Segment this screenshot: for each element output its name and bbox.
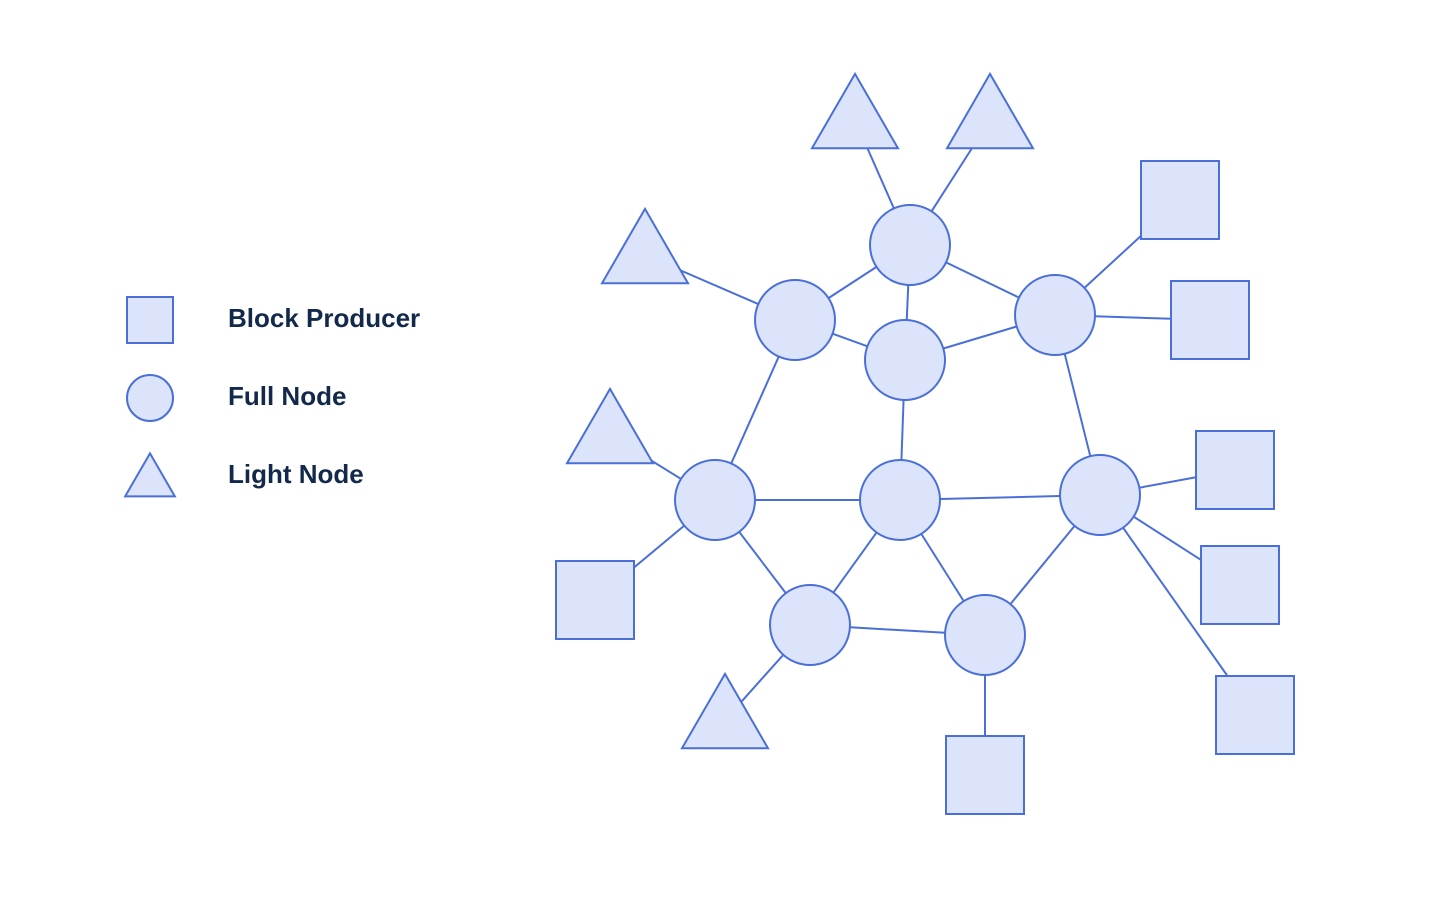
full-node xyxy=(870,205,950,285)
legend-label: Full Node xyxy=(228,381,346,411)
block-producer-node xyxy=(1196,431,1274,509)
full-node xyxy=(860,460,940,540)
full-node xyxy=(755,280,835,360)
full-node xyxy=(1015,275,1095,355)
block-producer-node xyxy=(1141,161,1219,239)
full-node xyxy=(675,460,755,540)
block-producer-node xyxy=(1201,546,1279,624)
full-node xyxy=(770,585,850,665)
block-producer-node xyxy=(556,561,634,639)
block-producer-node xyxy=(1171,281,1249,359)
legend-circle-icon xyxy=(127,375,173,421)
legend-label: Block Producer xyxy=(228,303,420,333)
full-node xyxy=(945,595,1025,675)
full-node xyxy=(865,320,945,400)
legend-square-icon xyxy=(127,297,173,343)
block-producer-node xyxy=(946,736,1024,814)
block-producer-node xyxy=(1216,676,1294,754)
network-diagram: Block Producer Full Node Light Node xyxy=(0,0,1456,917)
full-node xyxy=(1060,455,1140,535)
legend-label: Light Node xyxy=(228,459,364,489)
